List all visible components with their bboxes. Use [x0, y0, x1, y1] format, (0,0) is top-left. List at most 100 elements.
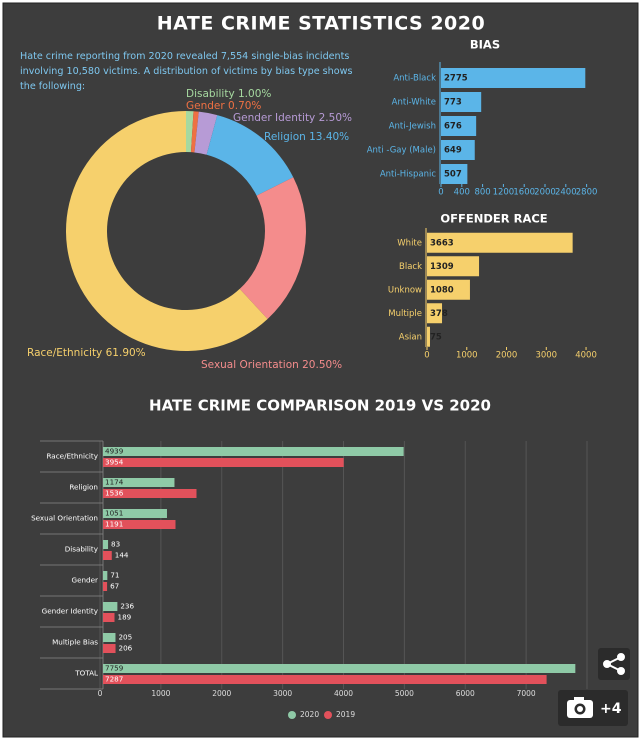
value-label: 1051 [105, 509, 123, 518]
share-button[interactable] [598, 648, 630, 680]
x-tick-label: 6000 [456, 689, 475, 698]
overlay: +4 [558, 648, 630, 726]
bar [103, 664, 576, 673]
slice-label: Gender Identity 2.50% [233, 112, 352, 124]
slice-value: 1.00% [238, 88, 271, 100]
legend-swatch [324, 711, 332, 719]
bar [103, 447, 404, 456]
x-tick-label: 2400 [555, 188, 577, 198]
donut-slice [190, 111, 199, 153]
value-label: 7759 [105, 664, 124, 673]
value-label: 1080 [430, 285, 454, 295]
value-label: 1536 [105, 489, 124, 498]
bar [103, 613, 115, 622]
value-label: 4939 [105, 447, 124, 456]
slice-value: 13.40% [309, 131, 349, 143]
value-label: 1191 [105, 520, 123, 529]
x-tick-label: 1200 [493, 188, 515, 198]
y-tick-label: Anti-Black [393, 74, 436, 84]
main-title: HATE CRIME STATISTICS 2020 [157, 13, 485, 35]
bar [103, 540, 109, 549]
value-label: 676 [444, 122, 462, 132]
donut-slice [194, 111, 218, 155]
bar [441, 164, 468, 184]
slice-label: Disability 1.00% [186, 88, 271, 100]
x-tick-label: 2000 [212, 689, 231, 698]
chart-title: OFFENDER RACE [440, 212, 547, 226]
bar [441, 68, 586, 88]
bar [427, 232, 573, 253]
legend-swatch [288, 711, 296, 719]
value-label: 773 [444, 98, 462, 108]
slice-category: Religion [264, 131, 306, 143]
value-label: 378 [430, 309, 448, 319]
y-tick-label: Multiple Bias [52, 638, 98, 647]
y-tick-label: Black [399, 262, 422, 272]
x-tick-label: 3000 [273, 689, 292, 698]
y-tick-label: Anti -Gay (Male) [367, 146, 436, 156]
x-tick-label: 3000 [535, 351, 557, 361]
value-label: 83 [111, 540, 120, 549]
donut-slice [186, 111, 194, 153]
photo-count: +4 [600, 701, 622, 717]
bar [103, 571, 108, 580]
bar [103, 520, 176, 529]
bar [103, 509, 167, 518]
x-tick-label: 7000 [517, 689, 536, 698]
bar [103, 582, 108, 591]
x-tick-label: 2000 [496, 351, 518, 361]
value-label: 649 [444, 146, 462, 156]
slice-label: Sexual Orientation 20.50% [201, 359, 342, 371]
slice-category: Gender Identity [233, 112, 315, 124]
bar [103, 675, 547, 684]
x-tick-label: 0 [424, 351, 429, 361]
bar [427, 279, 470, 300]
x-tick-label: 4000 [334, 689, 353, 698]
share-icon [603, 653, 625, 675]
bar [427, 256, 480, 277]
x-tick-label: 4000 [575, 351, 597, 361]
bar [103, 551, 112, 560]
value-label: 7287 [105, 675, 123, 684]
value-label: 71 [110, 571, 119, 580]
x-tick-label: 5000 [395, 689, 414, 698]
x-tick-label: 1000 [456, 351, 478, 361]
slice-value: 20.50% [302, 359, 342, 371]
slice-value: 0.70% [228, 100, 261, 112]
value-label: 189 [118, 613, 132, 622]
bar [103, 489, 197, 498]
bar [103, 478, 175, 487]
y-tick-label: Race/Ethnicity [46, 452, 98, 461]
slice-category: Disability [186, 88, 235, 100]
x-tick-label: 400 [454, 188, 470, 198]
value-label: 67 [110, 582, 119, 591]
chart-title: BIAS [470, 38, 500, 52]
x-tick-label: 0 [438, 188, 443, 198]
y-tick-label: Religion [69, 483, 98, 492]
donut-slice [65, 111, 268, 352]
slice-category: Race/Ethnicity [27, 347, 102, 359]
slice-label: Religion 13.40% [264, 131, 349, 143]
value-label: 3663 [430, 238, 454, 248]
y-tick-label: Gender Identity [42, 607, 99, 616]
bar [103, 458, 344, 467]
bar [427, 303, 443, 324]
value-label: 1309 [430, 262, 454, 272]
y-tick-label: Anti-Jewish [389, 122, 436, 132]
slice-label: Race/Ethnicity 61.90% [27, 347, 146, 359]
value-label: 3954 [105, 458, 124, 467]
legend-label: 2020 [300, 710, 319, 719]
bar [427, 326, 430, 347]
y-tick-label: Sexual Orientation [31, 514, 98, 523]
slice-value: 2.50% [319, 112, 352, 124]
bar [103, 602, 118, 611]
y-tick-label: Disability [65, 545, 99, 554]
y-tick-label: White [397, 238, 422, 248]
chart-title: HATE CRIME COMPARISON 2019 VS 2020 [149, 397, 491, 415]
intro-text: Hate crime reporting from 2020 revealed … [20, 51, 353, 92]
bar [441, 116, 477, 136]
value-label: 205 [118, 633, 132, 642]
y-tick-label: Asian [399, 332, 422, 342]
value-label: 236 [120, 602, 134, 611]
